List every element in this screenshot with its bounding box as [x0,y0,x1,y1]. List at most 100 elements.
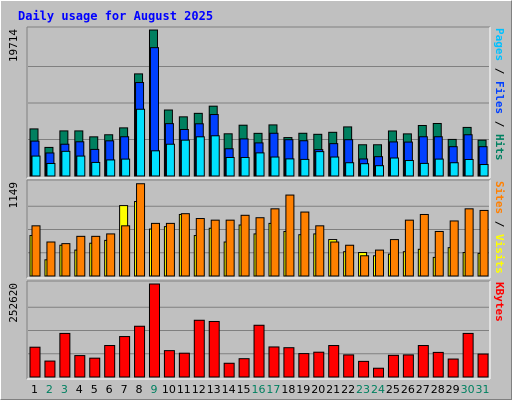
x-axis-tick-labels: 1 2 3 4 5 6 7 8 9 10 11 12 13 14 15 16 17 18 19 20 21 22 23 24 2… [31,383,490,396]
bar-kbytes-day-8 [134,325,146,378]
bar-pages-day-5 [91,161,101,177]
bar-sites-day-10 [165,222,175,277]
series-axis-label-part: Pages [493,28,506,61]
x-tick-label-4: 4 [76,383,83,396]
bar-pages-day-10 [165,143,175,177]
x-tick-label-15: 15 [237,383,251,396]
bar-pages-day-27 [419,162,429,177]
bar-pages-day-29 [449,162,459,177]
bar-sites-day-16 [255,217,265,277]
series-axis-label-part: Hits [493,134,506,161]
bar-sites-day-8 [136,183,146,277]
bar-sites-day-4 [76,235,86,277]
bar-sites-day-28 [434,230,444,277]
x-tick-label-19: 19 [296,383,310,396]
x-tick-label-1: 1 [31,383,38,396]
bar-pages-day-11 [180,139,190,177]
series-axis-label-part: Sites [493,181,506,214]
series-axis-label-part: Files [493,81,506,114]
series-axis-label-part: / [493,214,506,234]
bar-pages-day-25 [389,157,399,177]
bar-pages-day-28 [434,158,444,177]
bar-sites-day-29 [449,220,459,277]
bar-kbytes-day-22 [343,354,355,378]
x-tick-label-21: 21 [326,383,340,396]
x-tick-label-6: 6 [106,383,113,396]
bar-kbytes-day-11 [178,352,190,378]
bar-sites-day-30 [464,208,474,277]
bar-kbytes-day-18 [283,347,295,378]
bar-pages-day-14 [225,156,235,177]
bar-kbytes-day-13 [208,320,220,378]
bar-kbytes-day-26 [402,354,414,378]
x-tick-label-24: 24 [371,383,385,396]
bar-sites-day-14 [225,219,235,277]
bar-sites-day-6 [106,233,116,277]
chart-title: Daily usage for August 2025 [18,9,213,23]
x-tick-label-30: 30 [461,383,475,396]
bar-sites-day-25 [389,239,399,277]
x-tick-label-14: 14 [222,383,236,396]
bar-pages-day-8 [136,108,146,177]
bar-sites-day-23 [360,255,370,277]
x-tick-label-10: 10 [162,383,176,396]
bar-kbytes-day-27 [417,345,429,378]
bar-pages-day-4 [76,155,86,177]
bar-kbytes-day-10 [163,350,175,378]
bar-kbytes-day-30 [462,332,474,378]
bar-pages-day-23 [360,163,370,177]
bar-sites-day-26 [404,219,414,277]
bar-pages-day-20 [315,151,325,177]
bar-kbytes-day-15 [238,358,250,378]
bar-pages-day-13 [210,135,220,177]
chart-panel-2: 1149 Sites / Visits [7,179,506,279]
bar-sites-day-31 [479,209,489,277]
bar-kbytes-day-20 [313,351,325,378]
x-tick-label-7: 7 [121,383,128,396]
series-axis-label: KBytes [493,282,506,322]
bar-pages-day-17 [270,156,280,177]
series-axis-label: Sites / Visits [493,181,506,274]
bar-sites-day-27 [419,213,429,277]
x-tick-label-25: 25 [386,383,400,396]
y-max-label: 252620 [7,283,20,323]
bar-kbytes-day-1 [29,346,41,378]
bar-sites-day-7 [121,225,131,277]
bar-kbytes-day-4 [74,355,86,378]
chart-panels: 19714 Pages / Files / Hits 1149 Sites / Vis… [7,26,506,380]
bar-kbytes-day-2 [44,360,56,378]
bar-sites-day-9 [150,222,160,277]
bar-pages-day-24 [375,165,385,177]
bar-kbytes-day-6 [104,345,116,378]
bar-sites-day-18 [285,194,295,277]
x-tick-label-13: 13 [207,383,221,396]
x-tick-label-20: 20 [311,383,325,396]
series-axis-label-part: Visits [493,234,506,274]
x-tick-label-28: 28 [431,383,445,396]
bar-pages-day-12 [195,136,205,177]
x-tick-label-12: 12 [192,383,206,396]
bar-sites-day-17 [270,208,280,277]
bar-pages-day-21 [330,156,340,177]
bar-kbytes-day-5 [89,357,101,378]
x-tick-label-31: 31 [476,383,490,396]
bar-kbytes-day-28 [432,351,444,378]
bar-sites-day-22 [345,244,355,277]
bar-pages-day-15 [240,156,250,177]
bar-sites-day-13 [210,219,220,277]
x-tick-label-27: 27 [416,383,430,396]
x-tick-label-8: 8 [136,383,143,396]
x-tick-label-5: 5 [91,383,98,396]
bar-kbytes-day-23 [358,360,370,378]
x-tick-label-18: 18 [281,383,295,396]
series-axis-label-part: / [493,114,506,134]
bar-pages-day-19 [300,158,310,177]
bar-sites-day-21 [330,241,340,277]
x-tick-label-16: 16 [252,383,266,396]
bar-pages-day-1 [31,155,41,177]
bar-pages-day-26 [404,160,414,177]
chart-panel-1: 19714 Pages / Files / Hits [7,26,506,179]
bar-kbytes-day-3 [59,332,71,378]
x-tick-label-22: 22 [341,383,355,396]
bar-sites-day-12 [195,218,205,277]
